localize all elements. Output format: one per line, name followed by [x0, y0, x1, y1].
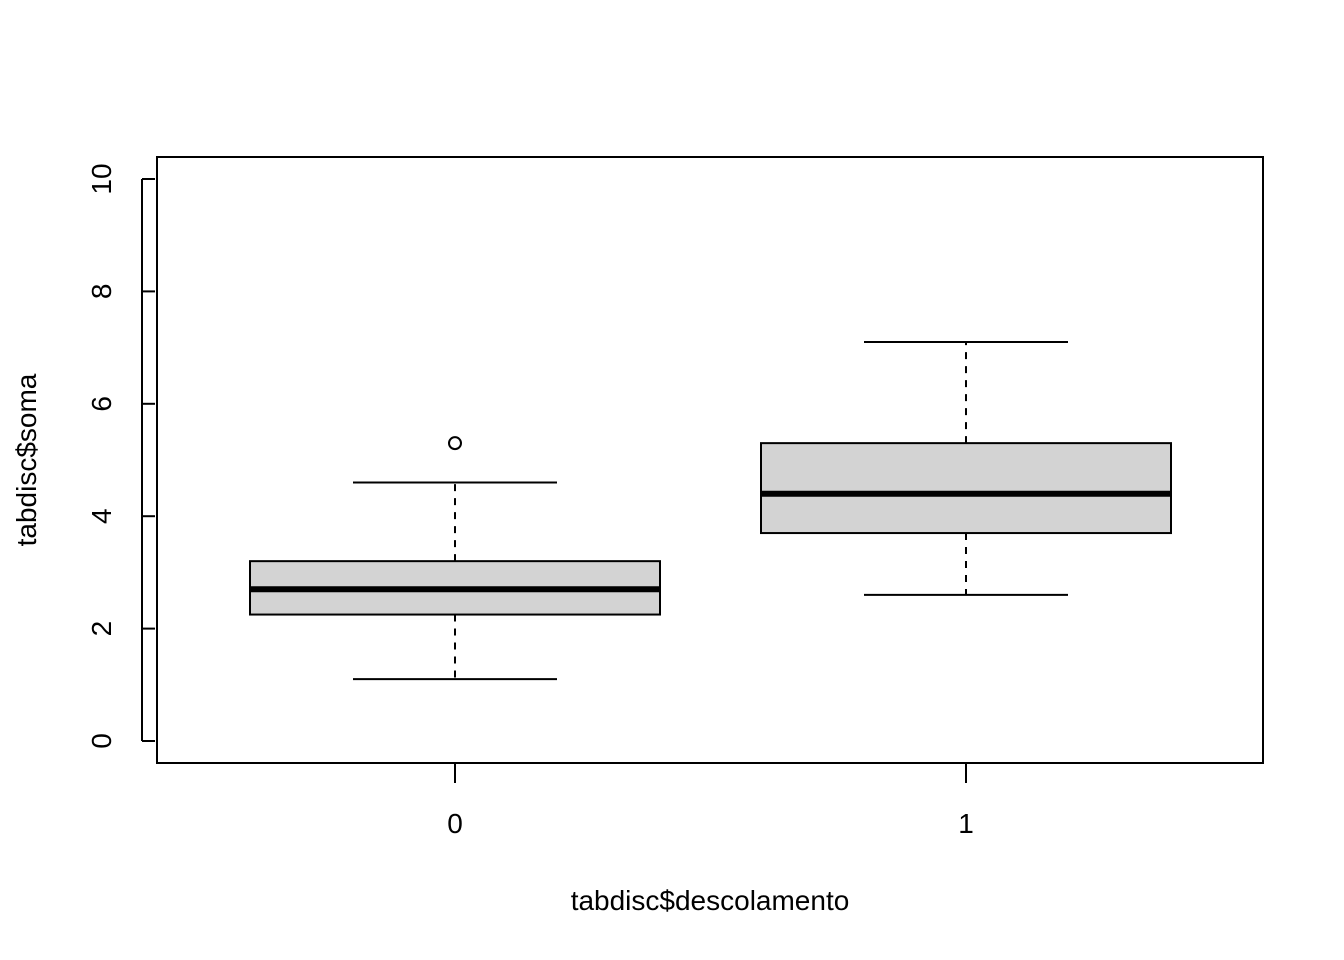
- y-tick-label: 2: [86, 621, 117, 637]
- plot-frame: [156, 156, 1264, 764]
- y-tick-label: 0: [86, 733, 117, 749]
- y-axis: 0 2 4 6 8 10: [86, 163, 155, 749]
- x-tick-label: 1: [958, 808, 974, 839]
- box-iqr: [760, 442, 1172, 535]
- x-axis-label: tabdisc$descolamento: [571, 885, 850, 916]
- y-axis-label: tabdisc$soma: [11, 373, 42, 546]
- y-tick-label: 6: [86, 396, 117, 412]
- y-tick-label: 8: [86, 284, 117, 300]
- box-group: [249, 340, 1172, 681]
- y-tick-label: 10: [86, 163, 117, 194]
- x-tick-label: 0: [447, 808, 463, 839]
- outlier-point: [448, 436, 462, 451]
- y-tick-label: 4: [86, 508, 117, 524]
